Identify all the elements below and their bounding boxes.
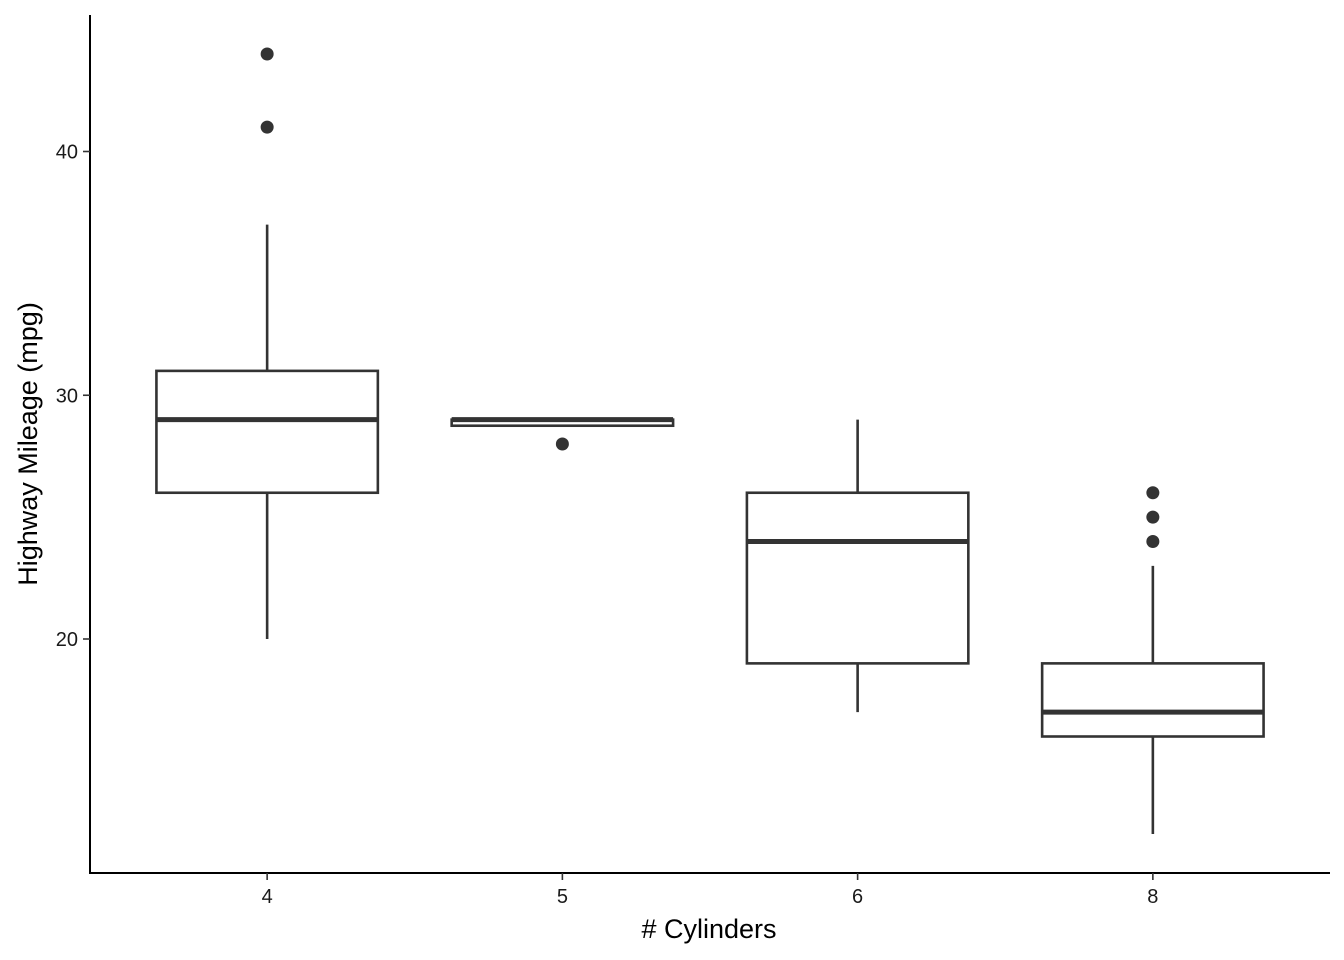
box-6 xyxy=(745,491,970,665)
outlier-8-2 xyxy=(1146,486,1160,500)
outlier-5-0 xyxy=(555,437,569,451)
x-tick-label-6: 6 xyxy=(852,886,863,908)
box-group-5 xyxy=(450,417,675,451)
x-axis-title: # Cylinders xyxy=(641,914,776,944)
y-tick-label-30: 30 xyxy=(56,385,78,407)
boxes-layer xyxy=(155,47,1265,834)
x-ticks: 4 5 6 8 xyxy=(262,873,1158,908)
y-ticks: 20 30 40 xyxy=(56,142,90,651)
outlier-4-1 xyxy=(260,47,274,61)
y-tick-label-20: 20 xyxy=(56,629,78,651)
y-axis-title: Highway Mileage (mpg) xyxy=(13,302,43,586)
x-tick-label-4: 4 xyxy=(262,886,273,908)
box-group-4 xyxy=(155,47,380,639)
box-group-8 xyxy=(1040,486,1265,834)
box-4 xyxy=(155,369,380,495)
outlier-8-0 xyxy=(1146,535,1160,548)
axes-layer xyxy=(89,15,1330,874)
outlier-8-1 xyxy=(1146,510,1160,524)
outlier-4-0 xyxy=(260,120,274,134)
box-group-6 xyxy=(745,419,970,713)
x-tick-label-8: 8 xyxy=(1147,886,1158,908)
box-8 xyxy=(1040,662,1265,738)
x-tick-label-5: 5 xyxy=(557,886,568,908)
y-tick-label-40: 40 xyxy=(56,142,78,164)
